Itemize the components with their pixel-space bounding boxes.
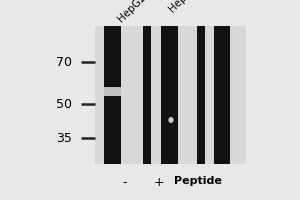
Bar — [104, 86, 121, 96]
Text: +: + — [154, 176, 164, 189]
Text: -: - — [122, 176, 127, 189]
Text: Peptide: Peptide — [174, 176, 222, 186]
Bar — [214, 26, 230, 164]
Text: 70: 70 — [56, 55, 72, 68]
Text: HepG2: HepG2 — [167, 0, 199, 14]
Bar — [161, 26, 178, 164]
Ellipse shape — [168, 117, 174, 123]
Text: 50: 50 — [56, 98, 72, 110]
Bar — [197, 26, 205, 164]
Bar — [143, 26, 151, 164]
Text: 35: 35 — [56, 132, 72, 144]
Bar — [104, 26, 121, 164]
Text: HepG2: HepG2 — [116, 0, 148, 24]
Bar — [94, 26, 246, 164]
